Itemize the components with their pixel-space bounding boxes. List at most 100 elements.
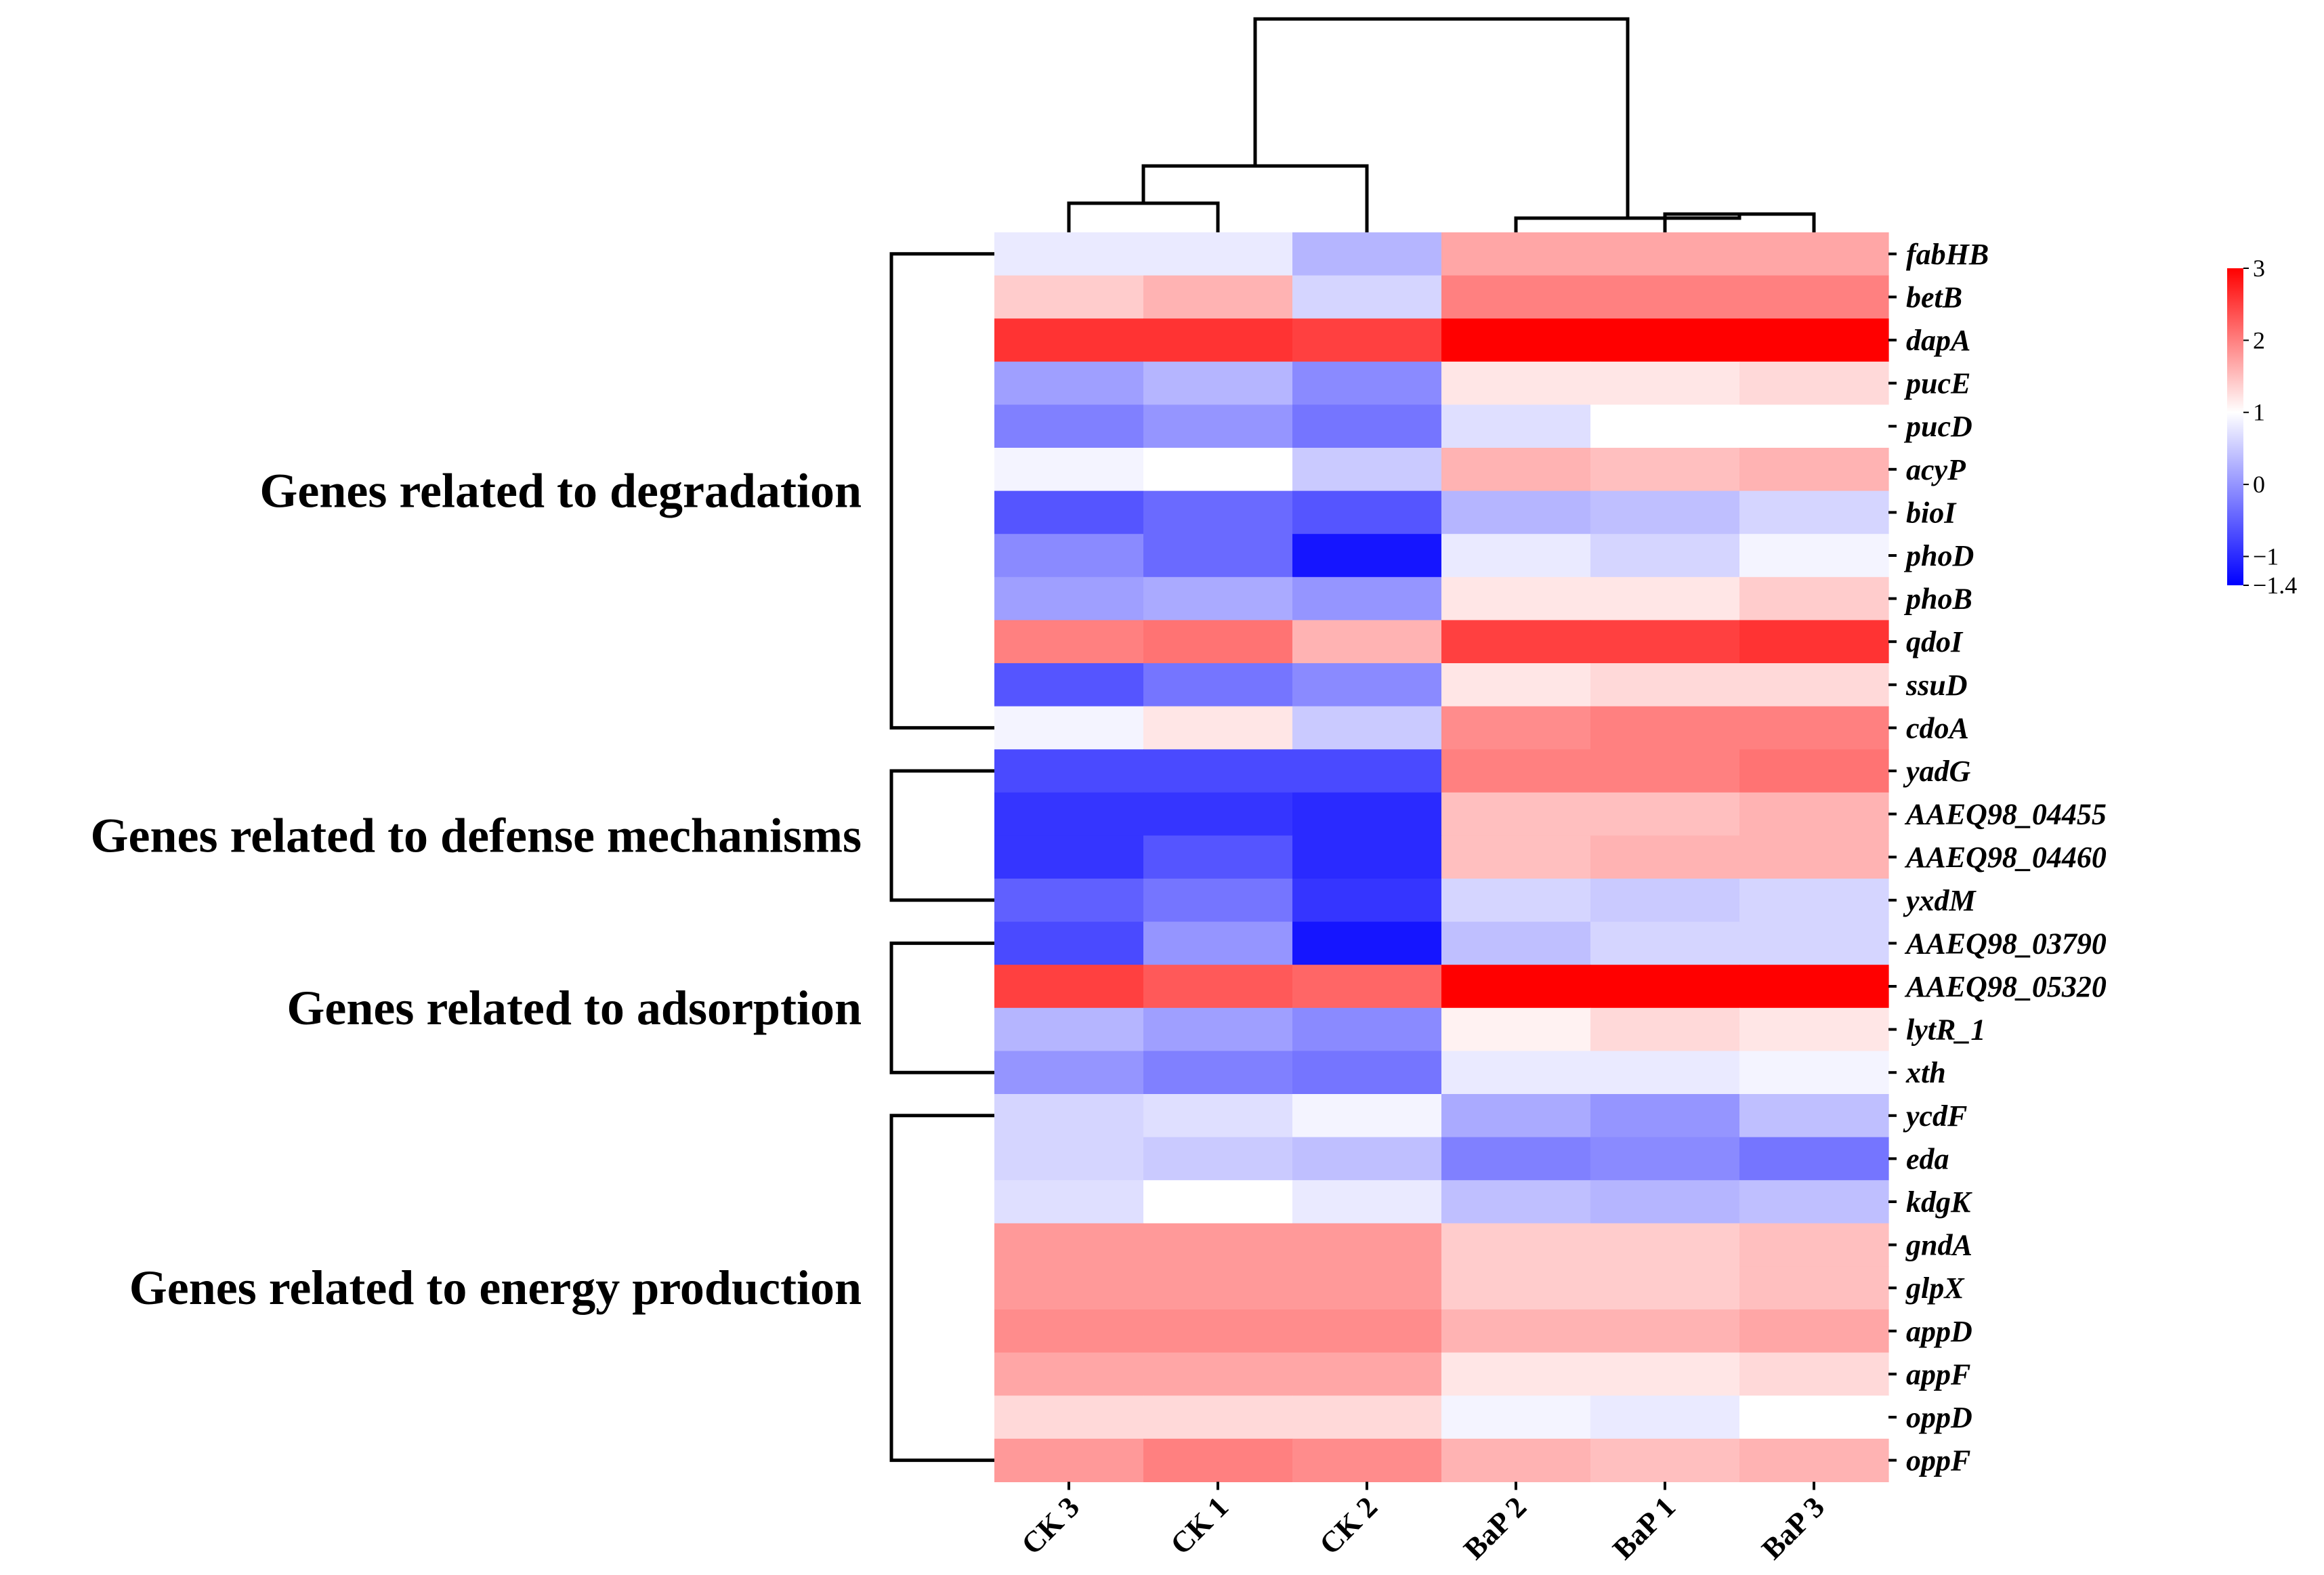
heatmap-cell	[1441, 1051, 1591, 1095]
heatmap-cell	[1292, 361, 1442, 405]
heatmap-cell	[994, 706, 1144, 750]
dendro-link	[1067, 201, 1220, 232]
heatmap-cell	[1590, 620, 1740, 664]
heatmap-cell	[1441, 835, 1591, 879]
row-group-bracket	[889, 769, 994, 902]
heatmap-cell	[1739, 275, 1889, 319]
heatmap-cell	[1441, 921, 1591, 965]
sample-label: BaP 2	[1457, 1490, 1533, 1566]
scale-tick-label: 3	[2253, 255, 2265, 282]
row-group-brackets	[889, 252, 994, 1463]
heatmap-cell	[994, 404, 1144, 448]
heatmap-cell	[994, 448, 1144, 492]
gene-label: xth	[1905, 1056, 1946, 1089]
heatmap-cell	[1739, 965, 1889, 1009]
heatmap-cell	[1143, 663, 1293, 707]
heatmap-cell	[1441, 1352, 1591, 1396]
heatmap-cell	[1590, 1266, 1740, 1310]
heatmap-cell	[1441, 1438, 1591, 1482]
heatmap-cell	[994, 1395, 1144, 1440]
heatmap-cell	[994, 1223, 1144, 1267]
dendro-root	[1253, 17, 1630, 218]
heatmap-cell	[1441, 361, 1591, 405]
heatmap-cell	[1143, 749, 1293, 793]
heatmap-cell	[1143, 965, 1293, 1009]
gene-label: AAEQ98_04455	[1904, 798, 2107, 831]
gene-label: yadG	[1903, 755, 1971, 788]
heatmap-cell	[1590, 1438, 1740, 1482]
color-scale-legend: 3 2 1 0 −1−1.4	[2227, 255, 2297, 599]
heatmap-cell	[1143, 318, 1293, 362]
gene-label: fabHB	[1906, 238, 1989, 271]
sample-label: BaP 1	[1606, 1490, 1682, 1566]
row-group-label: Genes related to adsorption	[287, 981, 862, 1035]
gene-label: pucD	[1903, 410, 1972, 443]
heatmap-cell	[1441, 1137, 1591, 1181]
gene-label: yxdM	[1903, 884, 1977, 917]
heatmap-cell	[1143, 361, 1293, 405]
gene-label: bioI	[1906, 496, 1957, 529]
heatmap-cell	[1739, 1137, 1889, 1181]
heatmap-cell	[1441, 706, 1591, 750]
heatmap-cell	[1143, 1051, 1293, 1095]
heatmap-cell	[1143, 1266, 1293, 1310]
heatmap-cell	[994, 275, 1144, 319]
heatmap-cell	[1739, 749, 1889, 793]
row-group-bracket	[889, 1114, 994, 1463]
heatmap-cell	[1590, 1051, 1740, 1095]
heatmap-cell	[1292, 490, 1442, 534]
gene-label: betB	[1906, 280, 1962, 314]
heatmap-cell	[1441, 1007, 1591, 1051]
heatmap-cell	[1292, 1438, 1442, 1482]
heatmap-cell	[1143, 1180, 1293, 1224]
heatmap-cell	[1739, 1395, 1889, 1440]
heatmap-cell	[994, 1438, 1144, 1482]
dendro-link	[1141, 164, 1369, 232]
heatmap-cell	[1739, 921, 1889, 965]
heatmap-cell	[1441, 448, 1591, 492]
gene-label: phoD	[1903, 539, 1974, 572]
heatmap-cell	[1292, 749, 1442, 793]
heatmap-cell	[1292, 1223, 1442, 1267]
heatmap-cell	[1590, 534, 1740, 578]
heatmap-cell	[1441, 1309, 1591, 1353]
heatmap-cell	[1441, 318, 1591, 362]
heatmap-cell	[1143, 1137, 1293, 1181]
heatmap-cell	[1143, 232, 1293, 276]
heatmap-cell	[1143, 1007, 1293, 1051]
heatmap-cell	[1292, 318, 1442, 362]
heatmap-cell	[1292, 663, 1442, 707]
row-group-label: Genes related to defense mechanisms	[91, 808, 862, 862]
heatmap-cell	[1292, 1352, 1442, 1396]
heatmap-cell	[1292, 879, 1442, 923]
heatmap-cell	[994, 835, 1144, 879]
heatmap-cell	[994, 965, 1144, 1009]
heatmap-cell	[1590, 1223, 1740, 1267]
heatmap-cell	[1590, 835, 1740, 879]
gene-label: oppF	[1906, 1444, 1970, 1477]
heatmap-cell	[994, 663, 1144, 707]
gene-label: eda	[1906, 1142, 1949, 1175]
heatmap-cell	[1739, 232, 1889, 276]
heatmap-cell	[1143, 1438, 1293, 1482]
gene-label: glpX	[1905, 1272, 1965, 1305]
gene-label: pucE	[1903, 367, 1970, 400]
heatmap-cell	[1590, 1007, 1740, 1051]
heatmap-cell	[1590, 448, 1740, 492]
heatmap-cell	[1292, 1007, 1442, 1051]
heatmap-cell	[1292, 1051, 1442, 1095]
heatmap-cell	[1739, 534, 1889, 578]
heatmap-cell	[1292, 620, 1442, 664]
heatmap-cell	[1739, 706, 1889, 750]
heatmap-cell	[1590, 490, 1740, 534]
sample-label: CK 2	[1313, 1490, 1384, 1561]
heatmap-cell	[1441, 663, 1591, 707]
heatmap-cell	[994, 1266, 1144, 1310]
scale-tick-label: 2	[2253, 327, 2265, 354]
heatmap-cell	[994, 1007, 1144, 1051]
heatmap-cell	[1441, 749, 1591, 793]
heatmap-cell	[1441, 792, 1591, 836]
gene-label: AAEQ98_04460	[1904, 841, 2107, 874]
heatmap-cell	[1143, 1395, 1293, 1440]
heatmap-cell	[1739, 1180, 1889, 1224]
